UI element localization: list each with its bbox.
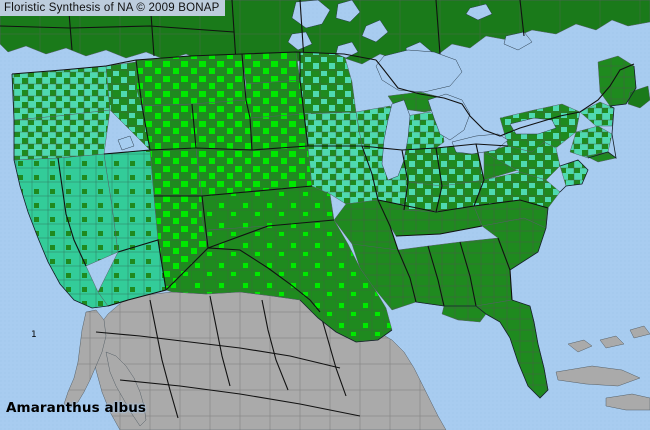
- region-south-east: [165, 145, 561, 399]
- region-west-aqua: [11, 61, 167, 309]
- region-caribbean: [555, 325, 650, 411]
- region-northeast: [483, 55, 650, 187]
- map-title-bar: Floristic Synthesis of NA © 2009 BONAP: [0, 0, 225, 16]
- region-canada: [0, 0, 650, 67]
- species-name-caption: Amaranthus albus: [6, 400, 147, 416]
- political-borders: [11, 51, 637, 399]
- scale-mark: 1: [31, 330, 37, 340]
